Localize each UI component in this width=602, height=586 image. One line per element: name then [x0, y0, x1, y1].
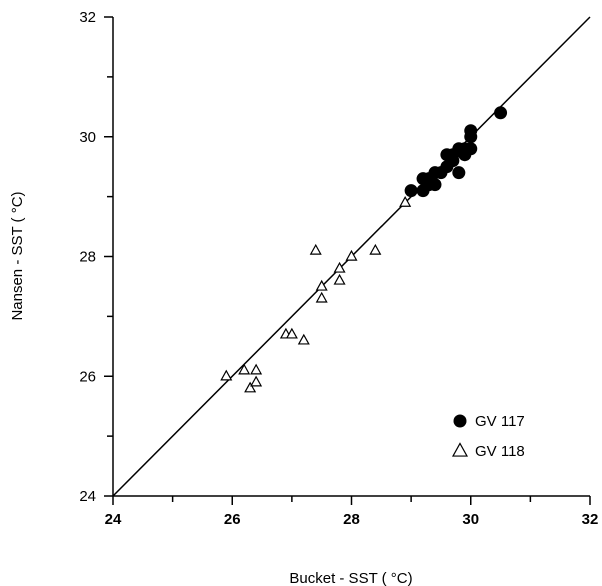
- y-tick-label: 24: [79, 488, 96, 505]
- point-gv118: [345, 249, 358, 261]
- y-tick-label: 32: [79, 9, 96, 26]
- y-axis-title: Nansen - SST ( °C): [9, 191, 26, 320]
- y-tick-label: 30: [79, 129, 96, 146]
- point-gv118: [250, 363, 263, 375]
- point-gv117: [428, 178, 442, 192]
- point-gv118: [315, 279, 328, 291]
- point-gv118: [238, 363, 251, 375]
- y-tick-label: 26: [79, 368, 96, 385]
- point-gv118: [250, 375, 263, 387]
- x-tick-label: 26: [224, 511, 241, 528]
- x-tick-label: 32: [582, 511, 599, 528]
- legend-triangle-icon: [451, 442, 469, 457]
- points-layer: [220, 106, 508, 393]
- legend: GV 117 GV 118: [451, 413, 525, 460]
- point-gv117: [464, 142, 478, 156]
- x-tick-label: 28: [343, 511, 360, 528]
- legend-circle-icon: [453, 414, 467, 428]
- point-gv118: [315, 291, 328, 303]
- point-gv118: [333, 261, 346, 273]
- point-gv117: [452, 166, 466, 180]
- ticks-layer: 24 26 28 30 32 24 26 28 30 32: [79, 9, 598, 528]
- legend-marker-gv117: [453, 414, 467, 428]
- point-gv117: [404, 184, 418, 198]
- x-axis-title: Bucket - SST ( °C): [289, 570, 412, 586]
- point-gv118: [244, 381, 257, 393]
- point-gv117: [464, 124, 478, 138]
- point-gv118: [369, 243, 382, 255]
- legend-label-gv118: GV 118: [475, 443, 525, 460]
- point-gv118: [285, 327, 298, 339]
- point-gv118: [333, 273, 346, 285]
- legend-marker-gv118: [451, 442, 469, 457]
- point-gv118: [297, 333, 310, 345]
- y-tick-label: 28: [79, 249, 96, 266]
- x-tick-label: 30: [462, 511, 479, 528]
- point-gv118: [309, 243, 322, 255]
- point-gv118: [399, 195, 412, 207]
- x-tick-label: 24: [105, 511, 122, 528]
- point-gv118: [220, 369, 233, 381]
- legend-label-gv117: GV 117: [475, 413, 525, 430]
- point-gv117: [494, 106, 508, 120]
